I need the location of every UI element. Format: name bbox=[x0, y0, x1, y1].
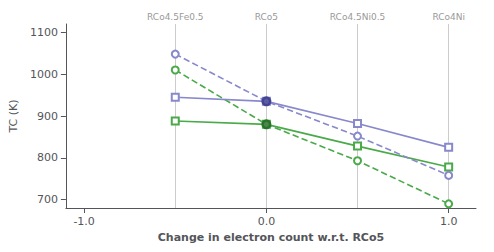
svg-text:900: 900 bbox=[37, 110, 58, 123]
svg-text:RCo4.5Fe0.5: RCo4.5Fe0.5 bbox=[147, 12, 203, 22]
svg-text:800: 800 bbox=[37, 151, 58, 164]
svg-text:700: 700 bbox=[37, 193, 58, 206]
svg-text:Change in electron count w.r.t: Change in electron count w.r.t. RCo5 bbox=[158, 231, 384, 244]
svg-text:1100: 1100 bbox=[30, 26, 58, 39]
svg-text:1.0: 1.0 bbox=[440, 215, 458, 228]
svg-text:RCo4Ni: RCo4Ni bbox=[432, 12, 465, 22]
svg-text:RCo5: RCo5 bbox=[255, 12, 278, 22]
svg-text:TC (K): TC (K) bbox=[7, 99, 20, 133]
svg-text:1000: 1000 bbox=[30, 68, 58, 81]
svg-text:-1.0: -1.0 bbox=[73, 215, 94, 228]
svg-text:0.0: 0.0 bbox=[258, 215, 276, 228]
svg-text:RCo4.5Ni0.5: RCo4.5Ni0.5 bbox=[330, 12, 385, 22]
